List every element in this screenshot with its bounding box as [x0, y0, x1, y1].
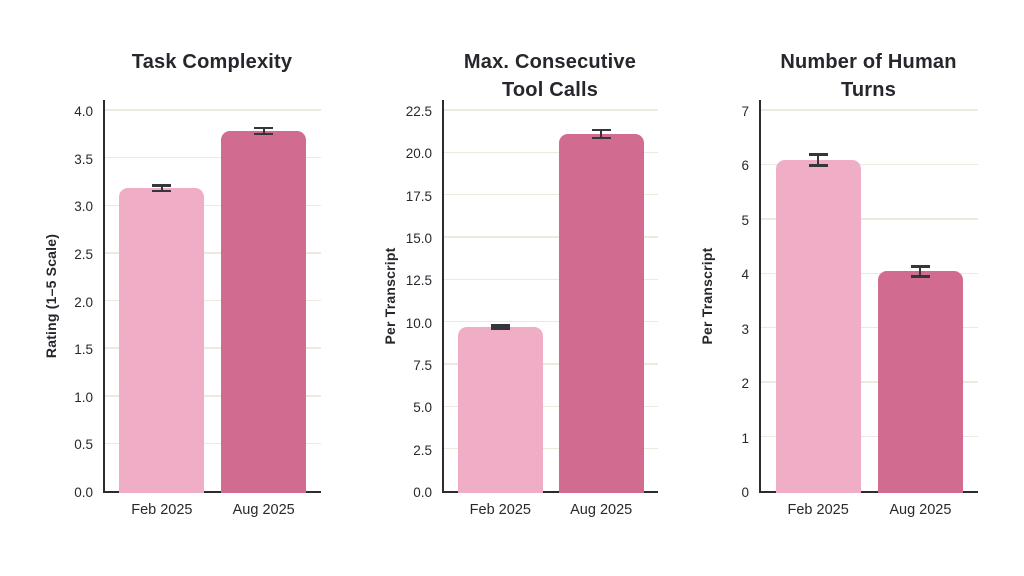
gridline [761, 218, 978, 220]
y-axis-tick-label: 2.5 [413, 442, 432, 458]
y-axis-tick-label: 0 [741, 485, 749, 500]
error-bar [919, 266, 922, 277]
gridline [444, 320, 658, 323]
y-axis-tick-label: 0.0 [74, 485, 93, 500]
chart-title: Max. Consecutive Tool Calls [463, 51, 637, 101]
bar-feb-2025 [119, 188, 205, 493]
gridline [761, 272, 978, 275]
y-axis-tick-label: 7 [741, 104, 749, 119]
plot-area [759, 100, 978, 493]
y-axis-tick-label: 1.5 [74, 342, 93, 358]
error-bar-top-cap [152, 184, 172, 187]
error-bar-top-cap [254, 126, 274, 130]
error-bar [600, 129, 603, 139]
gridline [105, 442, 321, 445]
gridline [105, 299, 321, 302]
gridline [761, 326, 978, 329]
error-bar-bottom-cap [910, 275, 930, 278]
gridline [761, 163, 978, 166]
chart-title: Number of Human Turns [780, 51, 957, 101]
error-bar-top-cap [490, 324, 510, 327]
bar-feb-2025 [775, 159, 861, 493]
gridline [105, 204, 321, 206]
y-axis-tick-label: 1.0 [74, 389, 93, 405]
bar-aug-2025 [558, 134, 644, 493]
gridline [761, 109, 978, 111]
error-bar-bottom-cap [808, 164, 828, 167]
gridline [444, 278, 658, 281]
y-axis-tick-label: 0.5 [74, 437, 93, 453]
error-bar-bottom-cap [591, 136, 611, 140]
gridline [761, 381, 978, 383]
y-axis-tick-label: 12.5 [405, 273, 432, 289]
y-axis-tick-label: 4 [741, 267, 749, 283]
x-axis-category-label: Aug 2025 [570, 502, 633, 518]
y-axis-tick-label: 22.5 [405, 104, 432, 119]
error-bar-bottom-cap [254, 132, 274, 136]
error-bar-top-cap [910, 265, 930, 268]
x-axis-category-label: Feb 2025 [469, 502, 531, 518]
y-axis-tick-label: 1 [741, 430, 749, 446]
gridline [761, 435, 978, 438]
gridline [105, 109, 321, 111]
y-axis-label: Rating (1–5 Scale) [43, 233, 59, 359]
error-bar [817, 154, 820, 166]
bar-aug-2025 [221, 131, 307, 493]
gridline [444, 151, 658, 154]
y-axis-tick-label: 2.0 [74, 294, 93, 310]
y-axis-tick-label: 15.0 [405, 231, 432, 246]
y-axis-tick-label: 17.5 [405, 188, 432, 204]
gridline [105, 156, 321, 159]
gridline [444, 193, 658, 196]
y-axis-tick-label: 3.5 [74, 151, 93, 167]
gridline [105, 347, 321, 349]
y-axis-tick-label: 2 [741, 376, 749, 392]
bar-feb-2025 [457, 327, 543, 493]
gridline [444, 405, 658, 408]
y-axis-tick-label: 0.0 [413, 485, 432, 500]
y-axis-tick-label: 20.0 [405, 146, 432, 162]
y-axis-tick-label: 7.5 [413, 358, 432, 373]
y-axis-tick-label: 2.5 [74, 246, 93, 262]
y-axis-label: Per Transcript [382, 247, 398, 345]
error-bar-bottom-cap [152, 189, 172, 193]
plot-area [103, 100, 321, 493]
chart-title: Task Complexity [131, 51, 293, 73]
gridline [444, 109, 658, 111]
y-axis-tick-label: 3 [741, 321, 749, 337]
x-axis-category-label: Feb 2025 [787, 502, 849, 518]
y-axis-tick-label: 5 [741, 212, 749, 228]
plot-area [442, 100, 658, 493]
y-axis-tick-label: 5.0 [413, 400, 432, 416]
error-bar-top-cap [591, 128, 611, 132]
y-axis-tick-label: 4.0 [74, 104, 93, 119]
gridline [444, 447, 658, 450]
gridline [444, 236, 658, 238]
x-axis-category-label: Aug 2025 [889, 502, 952, 518]
error-bar [160, 185, 163, 192]
bar-aug-2025 [877, 271, 963, 493]
y-axis-tick-label: 3.0 [74, 199, 93, 215]
error-bar [262, 128, 265, 134]
error-bar-bottom-cap [490, 327, 510, 330]
error-bar-top-cap [808, 153, 828, 156]
y-axis-tick-label: 10.0 [405, 315, 432, 331]
gridline [105, 395, 321, 397]
x-axis-category-label: Feb 2025 [131, 502, 193, 518]
gridline [105, 252, 321, 254]
gridline [444, 363, 658, 365]
y-axis-tick-label: 6 [741, 158, 749, 174]
error-bar [499, 325, 502, 329]
y-axis-label: Per Transcript [699, 247, 715, 345]
x-axis-category-label: Aug 2025 [232, 502, 295, 518]
